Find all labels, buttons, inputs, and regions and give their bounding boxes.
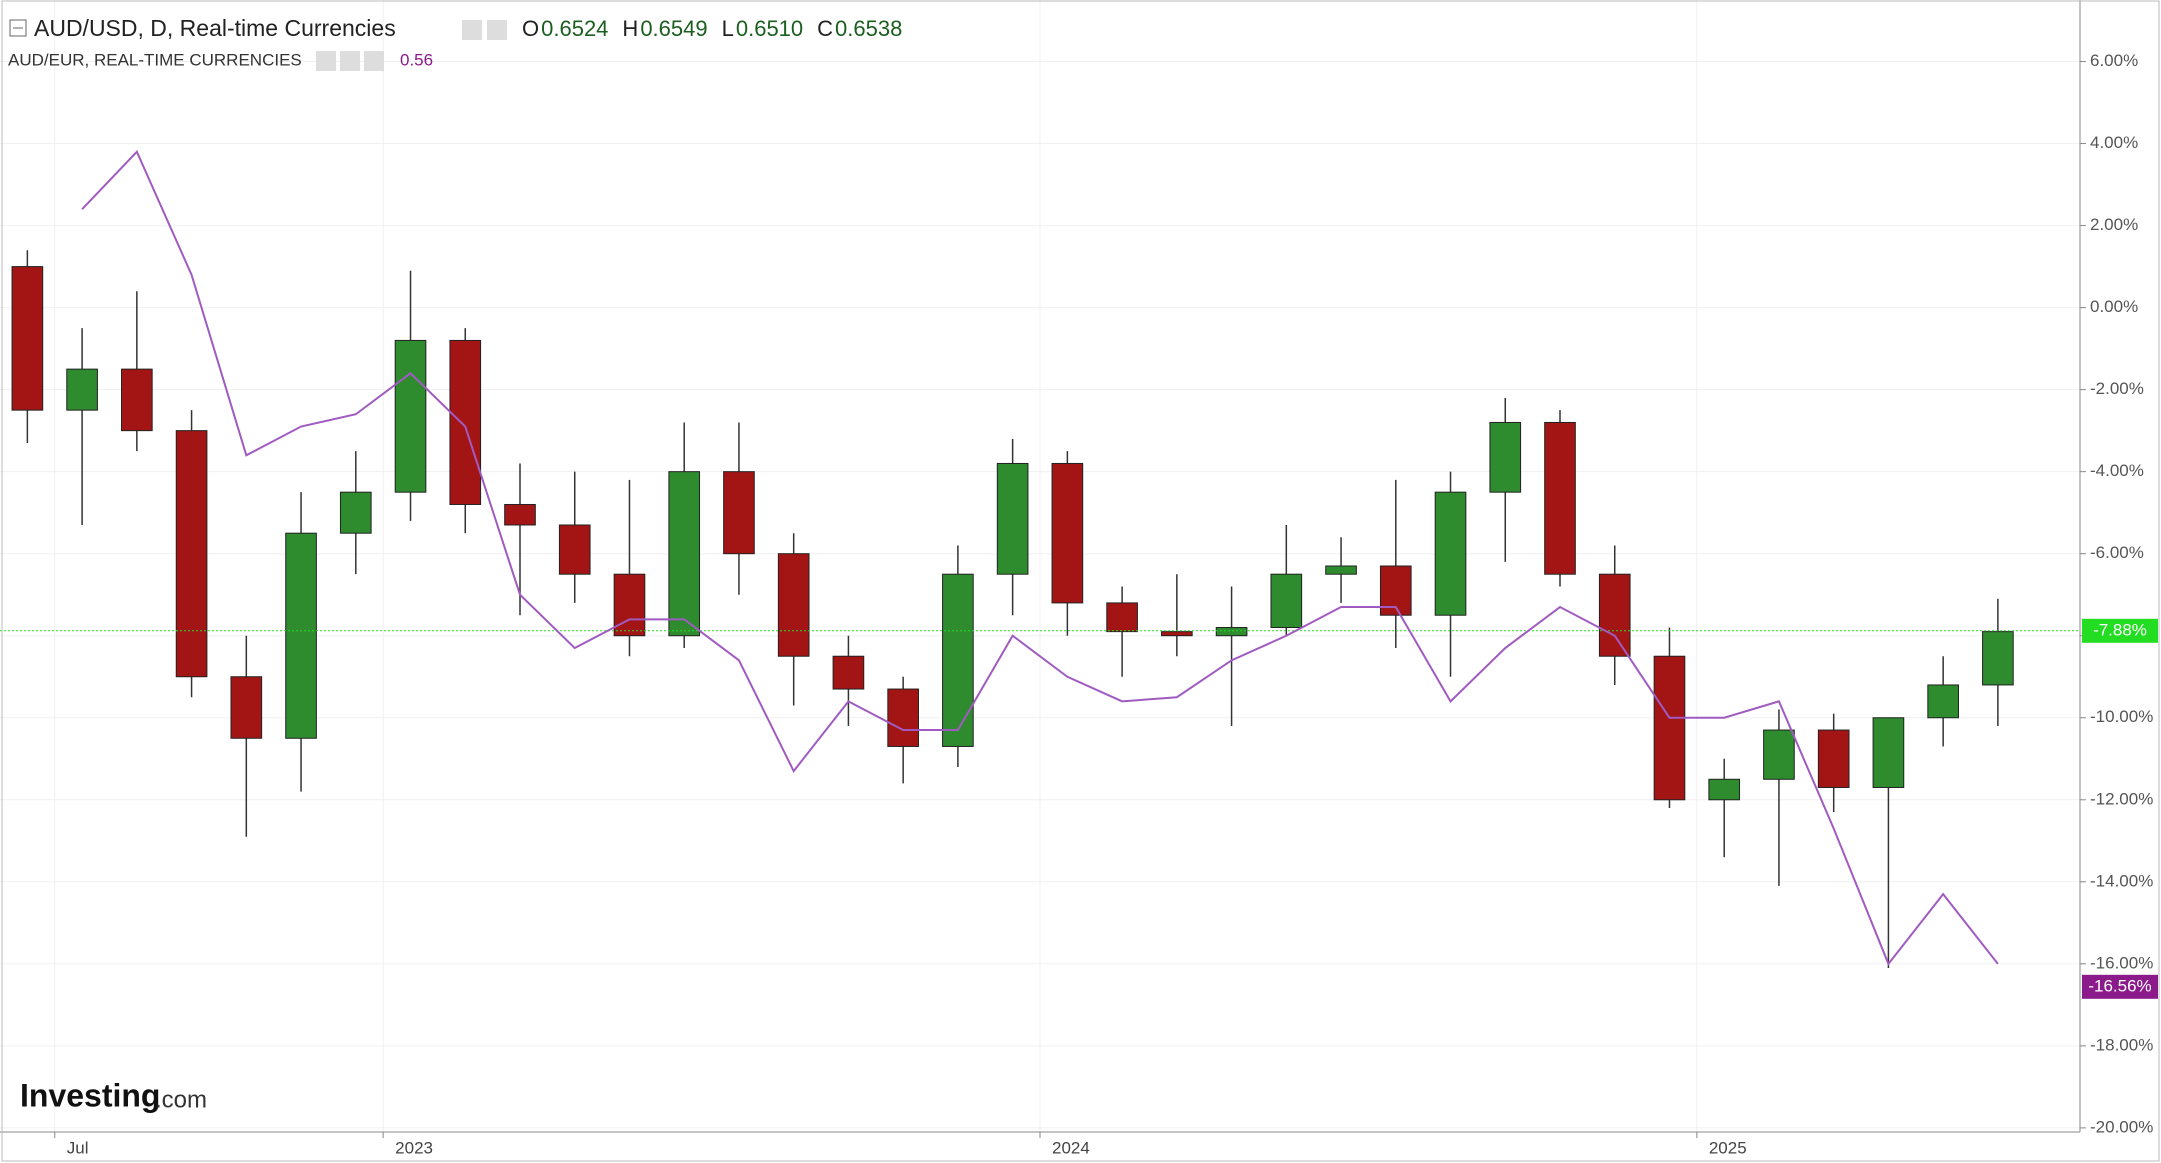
candle-body xyxy=(1215,627,1248,637)
candle-body xyxy=(285,532,317,739)
candle-body xyxy=(1161,631,1193,637)
candle-body xyxy=(887,688,919,747)
candle-body xyxy=(942,573,974,747)
candle-body xyxy=(1106,602,1138,633)
y-tick-label: 2.00% xyxy=(2090,215,2138,234)
candle-body xyxy=(449,339,482,505)
y-tick-label: -18.00% xyxy=(2090,1035,2153,1054)
candle-body xyxy=(1434,491,1467,616)
ohlc-value: 0.6510 xyxy=(736,16,803,41)
candle-body xyxy=(613,573,646,637)
candle-body xyxy=(1489,421,1522,493)
candle-body xyxy=(1051,462,1084,604)
candle-body xyxy=(1927,684,1959,719)
compare-title: AUD/EUR, REAL-TIME CURRENCIES xyxy=(8,50,302,69)
candle-body xyxy=(723,471,755,555)
candle-body xyxy=(1982,631,2014,686)
candle-body xyxy=(558,524,591,575)
candle-body xyxy=(230,676,263,739)
x-tick-label: 2023 xyxy=(395,1138,433,1157)
candle-body xyxy=(11,266,44,411)
last-value-badge xyxy=(2082,618,2158,643)
ohlc-key: C xyxy=(817,16,833,41)
candle-body xyxy=(504,503,536,526)
ohlc-key: L xyxy=(722,16,734,41)
chart-title: AUD/USD, D, Real-time Currencies xyxy=(34,15,396,41)
y-tick-label: -6.00% xyxy=(2090,543,2144,562)
last-value-label: -16.56% xyxy=(2088,976,2151,995)
ohlc-key: O xyxy=(522,16,539,41)
y-tick-label: -10.00% xyxy=(2090,707,2153,726)
ohlc-value: 0.6524 xyxy=(541,16,608,41)
settings-icon[interactable] xyxy=(487,20,507,40)
candle-body xyxy=(668,471,701,637)
series-line xyxy=(81,149,1999,966)
y-tick-label: -4.00% xyxy=(2090,461,2144,480)
logo: Investing xyxy=(20,1077,160,1113)
y-tick-label: -14.00% xyxy=(2090,871,2153,890)
candle-body xyxy=(175,430,208,678)
candle-body xyxy=(1708,778,1741,801)
candle-body xyxy=(339,491,372,534)
y-tick-label: 4.00% xyxy=(2090,133,2138,152)
y-tick-label: -20.00% xyxy=(2090,1117,2153,1136)
candle-body xyxy=(1325,565,1357,575)
settings-icon[interactable] xyxy=(340,51,360,71)
candle-body xyxy=(1270,573,1303,629)
candle-body xyxy=(1598,573,1631,657)
visibility-icon[interactable] xyxy=(462,20,482,40)
candle-body xyxy=(1872,717,1905,788)
candle-body xyxy=(394,339,427,493)
ohlc-value: 0.6538 xyxy=(835,16,902,41)
y-tick-label: -12.00% xyxy=(2090,789,2153,808)
candle-body xyxy=(777,553,810,657)
logo-suffix: .com xyxy=(155,1086,207,1113)
candle-body xyxy=(1544,421,1576,575)
labels: 6.00%4.00%2.00%0.00%-2.00%-4.00%-6.00%-8… xyxy=(54,51,2158,1157)
last-value-label: -7.88% xyxy=(2093,620,2147,639)
candle-body xyxy=(832,655,865,690)
candle-body xyxy=(1653,655,1686,801)
candle-body xyxy=(1817,729,1850,788)
y-tick-label: -16.00% xyxy=(2090,953,2153,972)
y-tick-label: -2.00% xyxy=(2090,379,2144,398)
compare-value: 0.56 xyxy=(400,50,433,69)
x-tick-label: Jul xyxy=(67,1138,89,1157)
visibility-icon[interactable] xyxy=(316,51,336,71)
ohlc-value: 0.6549 xyxy=(640,16,707,41)
y-tick-label: 0.00% xyxy=(2090,297,2138,316)
last-value-badge xyxy=(2082,974,2158,999)
candle-body xyxy=(1763,729,1795,780)
candle-body xyxy=(996,462,1029,575)
collapse-icon[interactable] xyxy=(9,19,27,37)
x-tick-label: 2025 xyxy=(1709,1138,1747,1157)
x-tick-label: 2024 xyxy=(1052,1138,1090,1157)
ohlc-key: H xyxy=(622,16,638,41)
y-tick-label: 6.00% xyxy=(2090,51,2138,70)
candle-body xyxy=(121,368,153,432)
candle-body xyxy=(66,368,98,411)
marks xyxy=(0,149,2080,968)
remove-icon[interactable] xyxy=(364,51,384,71)
